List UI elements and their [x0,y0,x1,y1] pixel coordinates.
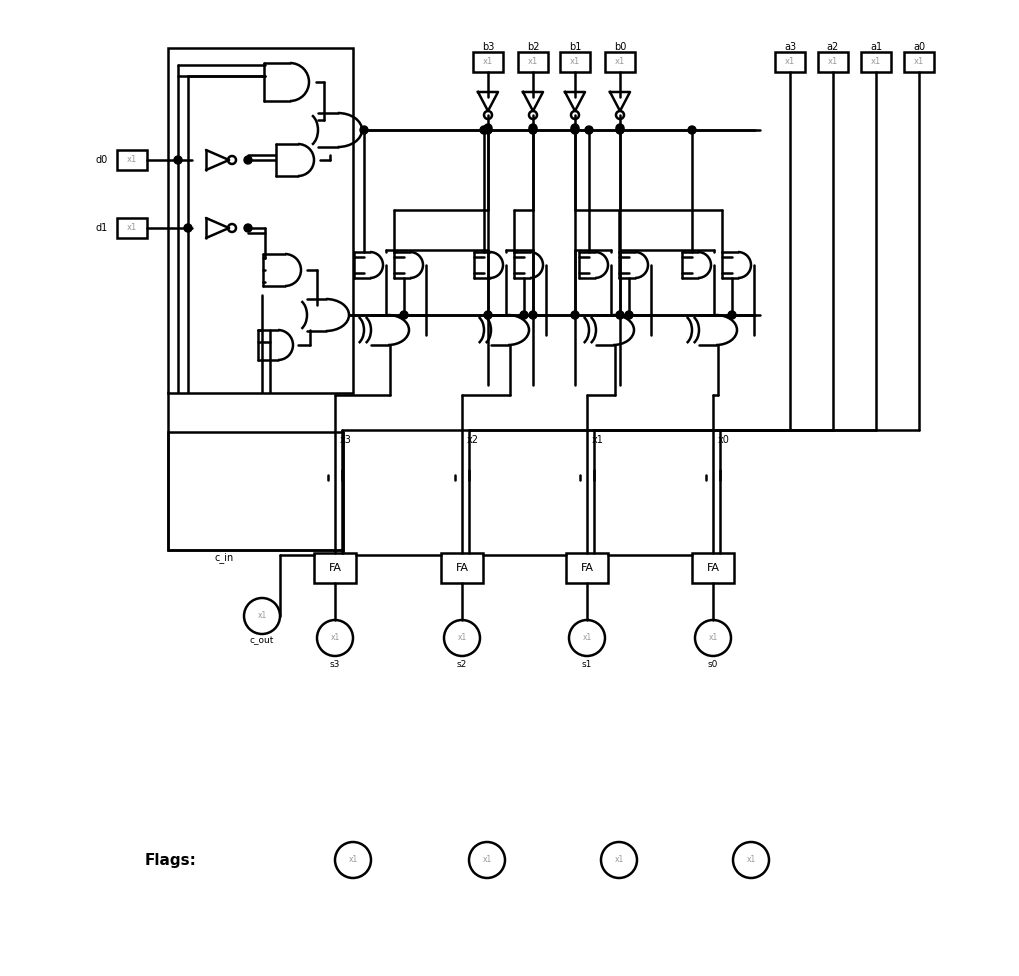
Text: c_out: c_out [250,636,274,645]
Text: b3: b3 [481,42,493,52]
Bar [117,218,147,238]
Circle shape [529,126,536,134]
Text: x2: x2 [467,435,479,445]
Circle shape [334,842,371,878]
Text: s1: s1 [581,660,592,669]
Circle shape [360,126,368,134]
Circle shape [571,111,579,119]
Bar [440,553,483,583]
Bar [518,52,547,72]
Text: x1: x1 [257,612,266,621]
Circle shape [244,224,252,232]
Bar [903,52,933,72]
Text: b0: b0 [613,42,626,52]
Text: x1: x1 [613,856,623,865]
Text: a3: a3 [784,42,795,52]
Bar [168,48,353,393]
Text: b1: b1 [569,42,581,52]
Circle shape [569,620,604,656]
Bar [117,150,147,170]
Circle shape [529,111,536,119]
Circle shape [571,124,579,132]
Circle shape [571,311,579,319]
Text: x1: x1 [591,435,603,445]
Circle shape [688,126,695,134]
Circle shape [728,311,736,319]
Circle shape [480,126,487,134]
Circle shape [615,111,624,119]
Text: s2: s2 [457,660,467,669]
Text: x1: x1 [482,856,491,865]
Text: x1: x1 [746,856,755,865]
Bar [559,52,589,72]
Circle shape [600,842,637,878]
Text: c_in: c_in [215,552,234,563]
Text: s0: s0 [707,660,717,669]
Circle shape [615,311,624,319]
Bar [168,432,342,550]
Bar [691,553,734,583]
Circle shape [615,126,624,134]
Circle shape [228,224,235,232]
Circle shape [244,156,252,164]
Circle shape [520,311,528,319]
Circle shape [484,111,491,119]
Circle shape [244,598,280,634]
Circle shape [529,124,536,132]
Text: x1: x1 [348,856,358,865]
Text: FA: FA [580,563,593,573]
Circle shape [443,620,480,656]
Text: x1: x1 [126,155,137,165]
Text: x1: x1 [913,58,923,66]
Circle shape [183,224,192,232]
Text: x1: x1 [330,633,339,642]
Circle shape [733,842,768,878]
Text: FA: FA [706,563,718,573]
Text: d1: d1 [96,223,108,233]
Text: x1: x1 [528,58,538,66]
Text: FA: FA [455,563,468,573]
Text: x3: x3 [339,435,352,445]
Bar [860,52,891,72]
Circle shape [585,126,592,134]
Text: x0: x0 [717,435,730,445]
Circle shape [615,124,624,132]
Text: a1: a1 [869,42,881,52]
Circle shape [625,311,633,319]
Text: x1: x1 [784,58,795,66]
Circle shape [228,156,235,164]
Bar [566,553,607,583]
Text: x1: x1 [482,58,492,66]
Text: x1: x1 [126,224,137,232]
Bar [774,52,804,72]
Bar [314,553,356,583]
Text: x1: x1 [614,58,625,66]
Circle shape [571,126,579,134]
Text: x1: x1 [457,633,466,642]
Text: a2: a2 [826,42,839,52]
Text: b2: b2 [526,42,539,52]
Text: x1: x1 [707,633,717,642]
Bar [604,52,635,72]
Text: x1: x1 [582,633,591,642]
Text: Flags:: Flags: [145,852,197,868]
Circle shape [317,620,353,656]
Circle shape [529,311,536,319]
Circle shape [484,124,491,132]
Circle shape [694,620,731,656]
Text: x1: x1 [870,58,880,66]
Bar [473,52,502,72]
Text: a0: a0 [912,42,924,52]
Circle shape [399,311,408,319]
Circle shape [174,156,181,164]
Text: d0: d0 [96,155,108,165]
Circle shape [469,842,504,878]
Circle shape [484,311,491,319]
Bar [817,52,847,72]
Circle shape [484,126,491,134]
Text: s3: s3 [329,660,340,669]
Text: FA: FA [328,563,341,573]
Text: x1: x1 [570,58,580,66]
Text: x1: x1 [827,58,838,66]
